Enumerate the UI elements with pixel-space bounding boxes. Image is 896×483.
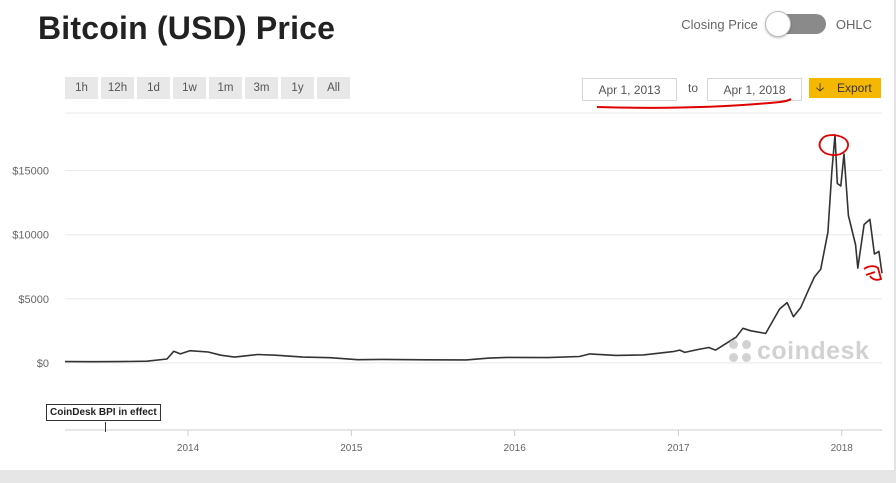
chart-panel — [894, 0, 896, 470]
closing-price-label: Closing Price — [681, 16, 758, 32]
range-button-3m[interactable]: 3m — [245, 77, 278, 99]
price-mode-toggle[interactable] — [764, 11, 826, 37]
range-button-1w[interactable]: 1w — [173, 77, 206, 99]
x-tick-label: 2016 — [504, 443, 527, 454]
y-tick-label: $10000 — [12, 230, 49, 242]
coindesk-watermark: coindesk — [729, 337, 869, 366]
date-range-separator: to — [688, 81, 699, 95]
price-chart: $0 $5000 $10000 $15000 2014 2015 2016 2017 2018 — [12, 98, 883, 454]
x-tick-label: 2017 — [667, 443, 690, 454]
bottom-bar — [0, 470, 896, 483]
red-underline-markup — [596, 98, 792, 109]
y-tick-label: $0 — [37, 358, 49, 370]
coindesk-logo-icon — [729, 339, 753, 364]
y-tick-label: $5000 — [18, 294, 49, 306]
bpi-annotation-tick — [105, 422, 106, 432]
watermark-text: coindesk — [757, 337, 870, 365]
toggle-knob[interactable] — [764, 11, 791, 37]
ohlc-label: OHLC — [835, 16, 872, 32]
end-date-input[interactable]: Apr 1, 2018 — [707, 78, 802, 101]
download-arrow-icon: 🡣 — [815, 79, 825, 94]
x-tick-label: 2015 — [340, 443, 363, 454]
red-circle-markup — [818, 134, 849, 156]
y-axis: $0 $5000 $10000 $15000 — [12, 166, 49, 370]
x-tick-label: 2014 — [177, 443, 200, 454]
series-layer — [64, 134, 883, 363]
export-label: Export — [837, 81, 872, 95]
red-markup-layer — [596, 98, 883, 281]
range-button-1h[interactable]: 1h — [65, 77, 98, 99]
bpi-annotation-label: CoinDesk BPI in effect — [46, 404, 161, 421]
range-button-all[interactable]: All — [317, 77, 350, 99]
page-title: Bitcoin (USD) Price — [38, 10, 336, 46]
range-button-1y[interactable]: 1y — [281, 77, 314, 99]
x-tick-label: 2018 — [831, 443, 854, 454]
start-date-input[interactable]: Apr 1, 2013 — [582, 78, 677, 101]
y-tick-label: $15000 — [12, 166, 49, 178]
range-button-1m[interactable]: 1m — [209, 77, 242, 99]
x-axis: 2014 2015 2016 2017 2018 — [65, 429, 882, 454]
range-button-12h[interactable]: 12h — [101, 77, 134, 99]
red-end-markup — [863, 265, 883, 281]
price-mode-toggle-group: Closing Price OHLC — [681, 11, 872, 37]
time-range-buttons: 1h 12h 1d 1w 1m 3m 1y All — [65, 77, 350, 99]
export-button[interactable]: 🡣 Export — [809, 78, 881, 98]
series-line — [64, 134, 883, 363]
range-button-1d[interactable]: 1d — [137, 77, 170, 99]
grid-layer — [65, 112, 882, 364]
